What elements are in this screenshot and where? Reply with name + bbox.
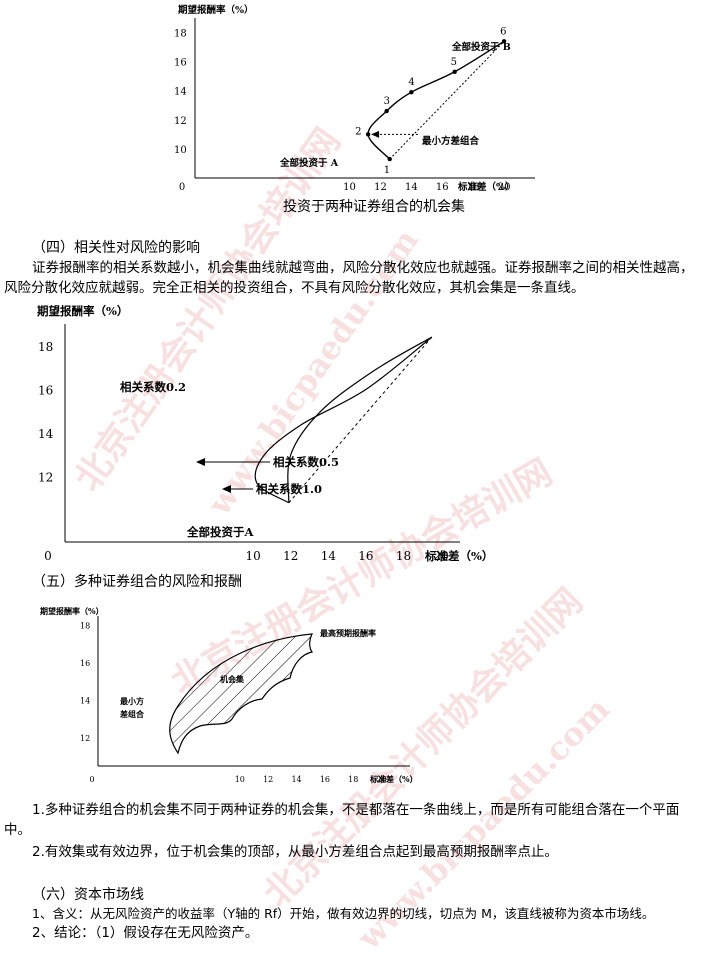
figure3-x-tick-label: 12	[263, 775, 273, 784]
figure1-caption: 投资于两种证券组合的机会集	[283, 199, 465, 215]
figure2-x-tick-label: 12	[283, 549, 298, 563]
figure1-y-tick-label: 16	[174, 58, 187, 69]
figure2-chart: 期望报酬率（%） 12 14 16 18 0 10 12 14 16 18 20 标准差（%） 相…	[37, 304, 493, 563]
section5-heading: （五）多种证券组合的风险和报酬	[32, 574, 242, 590]
figure2-label-all-a: 全部投资于A	[186, 525, 254, 539]
figure1-curve	[367, 40, 505, 160]
figure2-x-tick-label: 16	[358, 549, 373, 563]
figure1-label-all-a: 全部投资于 A	[279, 157, 339, 169]
figure3-x-tick-label: 18	[348, 775, 358, 784]
figure1-straight-line	[389, 40, 505, 160]
figure3-x-tick-label: 16	[320, 775, 330, 784]
figure1-point	[384, 108, 389, 114]
figure2-x-tick-label: 14	[321, 549, 337, 563]
figure1-point	[501, 39, 507, 44]
figure2-arrowhead	[222, 485, 231, 493]
figure1-y-tick-label: 12	[174, 116, 187, 127]
figure2-y-tick-label: 12	[38, 471, 53, 485]
figure2-series-rho02	[254, 336, 433, 504]
figure1-point-label: 4	[408, 77, 414, 88]
figure2-label-rho02: 相关系数0.2	[120, 380, 186, 394]
figure3-x-tick-label: 0	[89, 775, 94, 784]
figure1-ylabel: 期望报酬率（%）	[178, 4, 254, 16]
figure2-y-tick-label: 16	[38, 383, 53, 397]
figure2-x-tick-label: 10	[245, 549, 260, 563]
figure2-ylabel: 期望报酬率（%）	[37, 304, 128, 318]
figure1-point-label: 6	[500, 26, 506, 37]
figure2-xlabel: 标准差（%）	[424, 549, 493, 563]
figure3-x-tick-label: 14	[291, 775, 301, 784]
figure3-label-min-var-1: 最小方	[120, 696, 144, 706]
figure2-series-rho10	[288, 336, 433, 504]
section4-heading: （四）相关性对风险的影响	[32, 240, 200, 256]
figure3-xlabel: 标准差（%）	[369, 774, 418, 784]
figure3-x-tick-label: 10	[235, 775, 245, 784]
figure2-series-rho05	[287, 336, 433, 503]
figure1-point	[387, 156, 392, 162]
section5-point1-line1: 1.多种证券组合的机会集不同于两种证券的机会集，不是都落在一条曲线上，而是所有可…	[32, 802, 680, 818]
figure1-label-all-b: 全部投资于 B	[451, 41, 511, 53]
figure2-label-rho05: 相关系数0.5	[273, 455, 339, 469]
figure2-x-tick-label: 18	[396, 549, 411, 563]
figure1-x-tick-label: 10	[343, 182, 356, 193]
section5-point2: 2.有效集或有效边界，位于机会集的顶部，从最小方差组合点起到最高预期报酬率点止。	[32, 844, 558, 860]
figure1-label-min-var: 最小方差组合	[422, 135, 480, 147]
figure3-y-tick-label: 18	[80, 621, 90, 630]
section5-point1-line2: 中。	[4, 822, 31, 838]
figure1-y-tick-label: 14	[174, 87, 187, 98]
figure1-point-label: 1	[384, 165, 390, 176]
figure1-point-label: 2	[355, 126, 361, 137]
figure1-point-label: 5	[451, 57, 457, 68]
section6-item1: 1、含义：从无风险资产的收益率（Y轴的 Rf）开始，做有效边界的切线，切点为 M…	[32, 906, 655, 921]
figure1-x-tick-label: 12	[374, 182, 387, 193]
section6-heading: （六）资本市场线	[32, 887, 144, 903]
figure1-point	[452, 69, 457, 75]
figure2-x-tick-label: 20	[434, 549, 449, 563]
figure1-point	[409, 89, 414, 95]
figure3-label-max-return: 最高预期报酬率	[320, 628, 376, 638]
figure1-x-tick-label: 0	[179, 182, 185, 193]
figure1-y-tick-label: 10	[174, 145, 187, 156]
figure1-x-tick-label: 18	[467, 182, 480, 193]
section6-item2: 2、结论：（1）假设存在无风险资产。	[32, 925, 259, 941]
figure1-point	[365, 132, 371, 137]
figure3-label-opportunity-set: 机会集	[220, 674, 245, 684]
figure1-xlabel: 标准差（%）	[457, 181, 515, 193]
figure3-y-tick-label: 14	[80, 696, 90, 705]
figure2-arrowhead	[196, 458, 205, 466]
figure3-ylabel: 期望报酬率（%）	[40, 606, 104, 616]
figure3-y-tick-label: 12	[80, 734, 90, 743]
section4-paragraph-line1: 证券报酬率的相关系数越小，机会集曲线就越弯曲，风险分散化效应也就越强。证券报酬率…	[32, 260, 694, 276]
figure3-y-tick-label: 16	[80, 659, 90, 668]
figure1-arrowhead	[371, 130, 380, 138]
figure1-x-tick-label: 16	[436, 182, 449, 193]
figure3-label-min-var-2: 差组合	[119, 709, 145, 719]
figure1-x-tick-label: 20	[498, 182, 511, 193]
figure1-y-tick-label: 18	[174, 29, 187, 40]
figure2-label-rho10: 相关系数1.0	[256, 482, 322, 496]
figure3-x-tick-label: 20	[377, 775, 387, 784]
figure1-x-tick-label: 14	[405, 182, 418, 193]
figure1-point-label: 3	[384, 96, 390, 107]
section4-paragraph-line2: 风险分散化效应就越弱。完全正相关的投资组合，不具有风险分散化效应，其机会集是一条…	[4, 280, 585, 296]
figure3-chart: 期望报酬率（%） 12 14 16 18 0 10 12 14 16 18 20 标准差（%） 最…	[40, 606, 418, 784]
figure2-y-tick-label: 18	[38, 340, 53, 354]
figure2-y-tick-label: 14	[38, 427, 54, 441]
figure2-x-tick-label: 0	[44, 549, 52, 563]
figure3-opportunity-set	[169, 633, 314, 755]
